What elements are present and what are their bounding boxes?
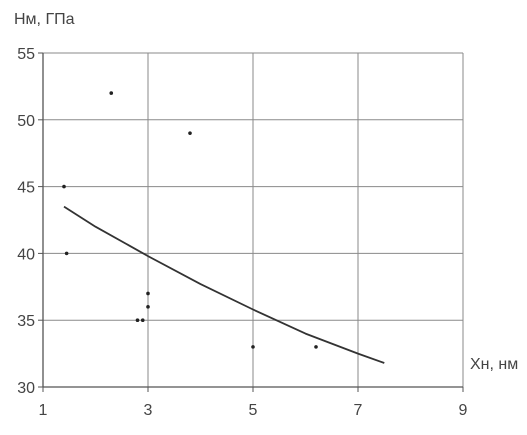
grid: [43, 52, 464, 387]
data-point: [62, 184, 66, 189]
axes: [38, 52, 464, 392]
trend-line: [63, 205, 385, 364]
x-tick-label: 7: [354, 402, 363, 419]
x-tick-label: 5: [249, 402, 258, 419]
x-tick-labels: 1 3 5 7 9: [39, 402, 468, 419]
x-tick-label: 3: [144, 402, 153, 419]
data-point: [140, 318, 145, 323]
data-points: [62, 91, 318, 349]
data-point: [109, 91, 114, 95]
x-tick-label: 9: [459, 402, 468, 419]
data-point: [146, 305, 150, 309]
y-tick-label: 50: [17, 113, 35, 130]
data-point: [251, 345, 255, 349]
y-tick-labels: 30 35 40 45 50 55: [17, 46, 35, 397]
y-tick-label: 45: [17, 180, 35, 197]
data-point: [135, 318, 140, 323]
y-tick-label: 55: [17, 46, 35, 63]
data-point: [188, 131, 192, 135]
y-tick-label: 30: [17, 380, 35, 397]
y-axis-title: Hм, ГПа: [14, 11, 75, 28]
x-tick-label: 1: [39, 402, 48, 419]
y-tick-label: 35: [17, 313, 35, 330]
x-axis-title: Xн, нм: [470, 356, 518, 373]
data-point: [146, 291, 150, 296]
data-point: [314, 345, 318, 349]
data-point: [64, 251, 69, 256]
y-tick-label: 40: [17, 246, 35, 263]
